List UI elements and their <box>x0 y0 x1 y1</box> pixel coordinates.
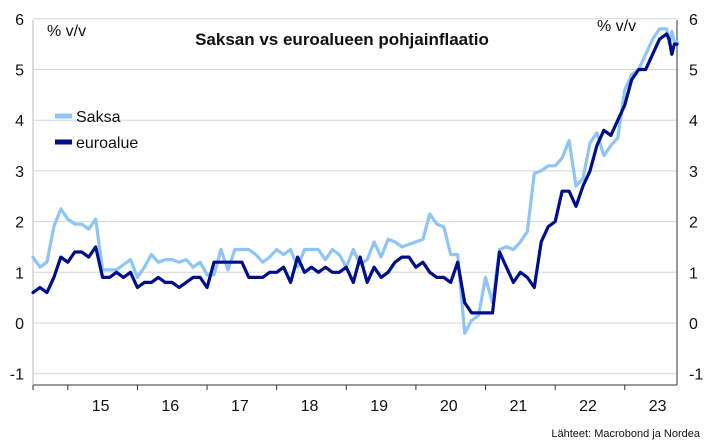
legend: Saksa euroalue <box>55 109 138 152</box>
y-tick-label-right: 6 <box>689 12 698 29</box>
x-tick-label: 16 <box>161 398 179 415</box>
x-axis-ticks: 15 16 17 18 19 20 21 22 23 <box>32 385 667 415</box>
x-tick-label: 19 <box>370 398 388 415</box>
y-tick-label-right: 2 <box>689 215 698 232</box>
y-axis-right-ticks: -1 0 1 2 3 4 5 6 <box>689 12 703 384</box>
x-tick-label: 15 <box>92 398 110 415</box>
y-tick-label-left: 2 <box>15 215 24 232</box>
y-tick-label-left: 1 <box>15 265 24 282</box>
chart-title: Saksan vs euroalueen pohjainflaatio <box>195 30 489 49</box>
y-tick-label-right: 3 <box>689 164 698 181</box>
y-tick-label-left: 0 <box>15 316 24 333</box>
x-tick-label: 22 <box>579 398 597 415</box>
y-tick-label-left: 6 <box>15 12 24 29</box>
x-tick-label: 20 <box>440 398 458 415</box>
y-tick-label-right: 4 <box>689 113 698 130</box>
left-unit-label: % v/v <box>47 23 86 40</box>
y-tick-label-right: -1 <box>689 367 703 384</box>
y-tick-label-right: 5 <box>689 63 698 80</box>
y-tick-label-left: -1 <box>10 367 24 384</box>
series-lines <box>31 27 679 335</box>
x-tick-label: 17 <box>231 398 249 415</box>
legend-label-euroalue: euroalue <box>76 135 138 152</box>
y-tick-label-left: 5 <box>15 63 24 80</box>
y-tick-label-left: 4 <box>15 113 24 130</box>
x-tick-label: 21 <box>509 398 527 415</box>
y-tick-label-right: 0 <box>689 316 698 333</box>
axes <box>32 20 678 386</box>
series-line-saksa <box>31 27 679 335</box>
x-tick-label: 18 <box>301 398 319 415</box>
source-note: Lähteet: Macrobond ja Nordea <box>551 428 700 440</box>
y-axis-left-ticks: -1 0 1 2 3 4 5 6 <box>10 12 24 384</box>
right-unit-label: % v/v <box>597 18 636 35</box>
legend-label-saksa: Saksa <box>76 109 121 126</box>
y-tick-label-left: 3 <box>15 164 24 181</box>
x-tick-label: 23 <box>649 398 667 415</box>
y-tick-label-right: 1 <box>689 265 698 282</box>
series-line-euroalue <box>31 32 679 315</box>
